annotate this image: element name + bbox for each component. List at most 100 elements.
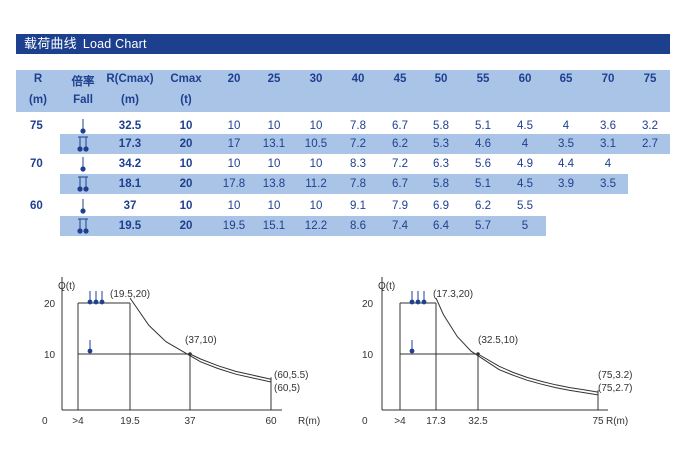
- point-annotation: (75,3.2): [598, 370, 632, 381]
- load-value-cell: 10.5: [304, 138, 328, 150]
- load-value-cell: 7.9: [392, 200, 408, 212]
- double-fall-hook-icon: [77, 136, 89, 152]
- load-value-cell: 4.6: [475, 138, 491, 150]
- rcmax-cell: 19.5: [118, 220, 142, 232]
- load-value-cell: 7.8: [350, 178, 366, 190]
- load-curve-chart-right: 20 10 Q(t) 0 >4 17.3 32.5 75 R(m) (17.3,20) (32.5,…: [362, 277, 632, 427]
- load-value-cell: 6.4: [433, 220, 449, 232]
- load-value-cell: 8.3: [350, 158, 366, 170]
- load-value-cell: 5.8: [433, 178, 449, 190]
- cmax-cell: 10: [179, 158, 193, 170]
- load-value-cell: 3.5: [600, 178, 616, 190]
- y-tick-label: 20: [362, 299, 374, 310]
- load-value-cell: 2.7: [642, 138, 658, 150]
- load-value-cell: 5.6: [475, 158, 491, 170]
- point-annotation: (75,2.7): [598, 383, 632, 394]
- radius-col-header: 50: [434, 73, 448, 85]
- load-value-cell: 10: [309, 120, 323, 132]
- load-value-cell: 7.2: [392, 158, 408, 170]
- table-row-band: [60, 216, 546, 236]
- load-value-cell: 7.8: [350, 120, 366, 132]
- x-tick-label: >4: [72, 416, 84, 427]
- load-value-cell: 4.9: [517, 158, 533, 170]
- x-tick-label: 60: [265, 416, 277, 427]
- table-header-band: [16, 70, 670, 112]
- x-axis-label: R(m): [298, 416, 320, 427]
- single-fall-hook-icon: [80, 119, 86, 134]
- y-axis-label: Q(t): [58, 281, 75, 292]
- load-value-cell: 10: [267, 200, 281, 212]
- load-value-cell: 3.9: [558, 178, 574, 190]
- rcmax-cell: 32.5: [118, 120, 142, 132]
- load-value-cell: 3.1: [600, 138, 616, 150]
- rcmax-cell: 18.1: [118, 178, 142, 190]
- y-axis-label: Q(t): [378, 281, 395, 292]
- title-en: Load Chart: [82, 37, 147, 51]
- rcmax-cell: 34.2: [118, 158, 142, 170]
- radius-col-header: 25: [267, 73, 281, 85]
- cmax-cell: 10: [179, 200, 193, 212]
- load-curve-chart-left: 20 10 Q(t) 0 >4 19.5 37 60 R(m) (19.5,20) (37,10) (…: [42, 277, 320, 427]
- point-annotation: (60,5.5): [274, 370, 308, 381]
- jib-length-label: 70: [30, 158, 43, 170]
- load-value-cell: 17.8: [222, 178, 246, 190]
- load-value-cell: 6.2: [475, 200, 491, 212]
- radius-col-header: 40: [351, 73, 365, 85]
- load-chart-title-bar: 载荷曲线 Load Chart: [16, 34, 670, 54]
- x-tick-label: >4: [394, 416, 406, 427]
- radius-col-header: 60: [518, 73, 532, 85]
- y-tick-label: 10: [44, 350, 56, 361]
- load-value-cell: 10: [227, 158, 241, 170]
- load-value-cell: 6.3: [433, 158, 449, 170]
- col-header-unit-2: (m): [121, 94, 139, 106]
- y-tick-label: 20: [44, 299, 56, 310]
- point-annotation: (19.5,20): [110, 289, 150, 300]
- radius-col-header: 20: [227, 73, 241, 85]
- col-header-0: R: [33, 73, 43, 85]
- single-fall-load-curve: [477, 353, 599, 393]
- double-fall-load-curve: [435, 297, 599, 396]
- load-value-cell: 5.1: [475, 178, 491, 190]
- load-value-cell: 11.2: [305, 178, 327, 190]
- knee-point: [188, 352, 192, 356]
- double-fall-hook-icon: [87, 291, 105, 305]
- single-fall-hook-icon: [87, 340, 93, 354]
- x-tick-label: 0: [42, 416, 48, 427]
- title-cn: 载荷曲线: [24, 36, 77, 51]
- load-value-cell: 5.5: [517, 200, 533, 212]
- rcmax-cell: 37: [123, 200, 137, 212]
- load-value-cell: 13.1: [262, 138, 286, 150]
- load-value-cell: 4: [604, 158, 612, 170]
- col-header-2: R(Cmax): [106, 73, 154, 85]
- y-tick-label: 10: [362, 350, 374, 361]
- load-value-cell: 4.5: [517, 178, 533, 190]
- single-fall-hook-icon: [409, 340, 415, 354]
- double-fall-load-curve: [129, 297, 272, 383]
- load-value-cell: 4: [521, 138, 529, 150]
- load-value-cell: 19.5: [222, 220, 246, 232]
- load-value-cell: 5.3: [433, 138, 449, 150]
- jib-length-label: 60: [30, 200, 43, 212]
- radius-col-header: 65: [559, 73, 573, 85]
- load-value-cell: 6.7: [392, 120, 408, 132]
- double-fall-hook-icon: [77, 218, 89, 234]
- x-tick-label: 0: [362, 416, 368, 427]
- rcmax-cell: 17.3: [118, 138, 142, 150]
- col-header-3: Cmax: [170, 73, 202, 85]
- x-tick-label: 19.5: [120, 416, 140, 427]
- col-header-1: 倍率: [71, 76, 95, 88]
- col-header-unit-0: (m): [29, 94, 47, 106]
- load-value-cell: 10: [309, 200, 323, 212]
- load-value-cell: 3.2: [642, 120, 658, 132]
- x-tick-label: 32.5: [468, 416, 488, 427]
- radius-col-header: 30: [309, 73, 323, 85]
- point-annotation: (17.3,20): [433, 289, 473, 300]
- load-value-cell: 7.4: [392, 220, 408, 232]
- load-value-cell: 15.1: [262, 220, 286, 232]
- double-fall-hook-icon: [409, 291, 427, 305]
- single-fall-load-curve: [189, 353, 272, 380]
- table-row-band: [60, 134, 670, 154]
- load-value-cell: 5.7: [475, 220, 491, 232]
- load-value-cell: 6.7: [392, 178, 408, 190]
- load-value-cell: 8.6: [350, 220, 366, 232]
